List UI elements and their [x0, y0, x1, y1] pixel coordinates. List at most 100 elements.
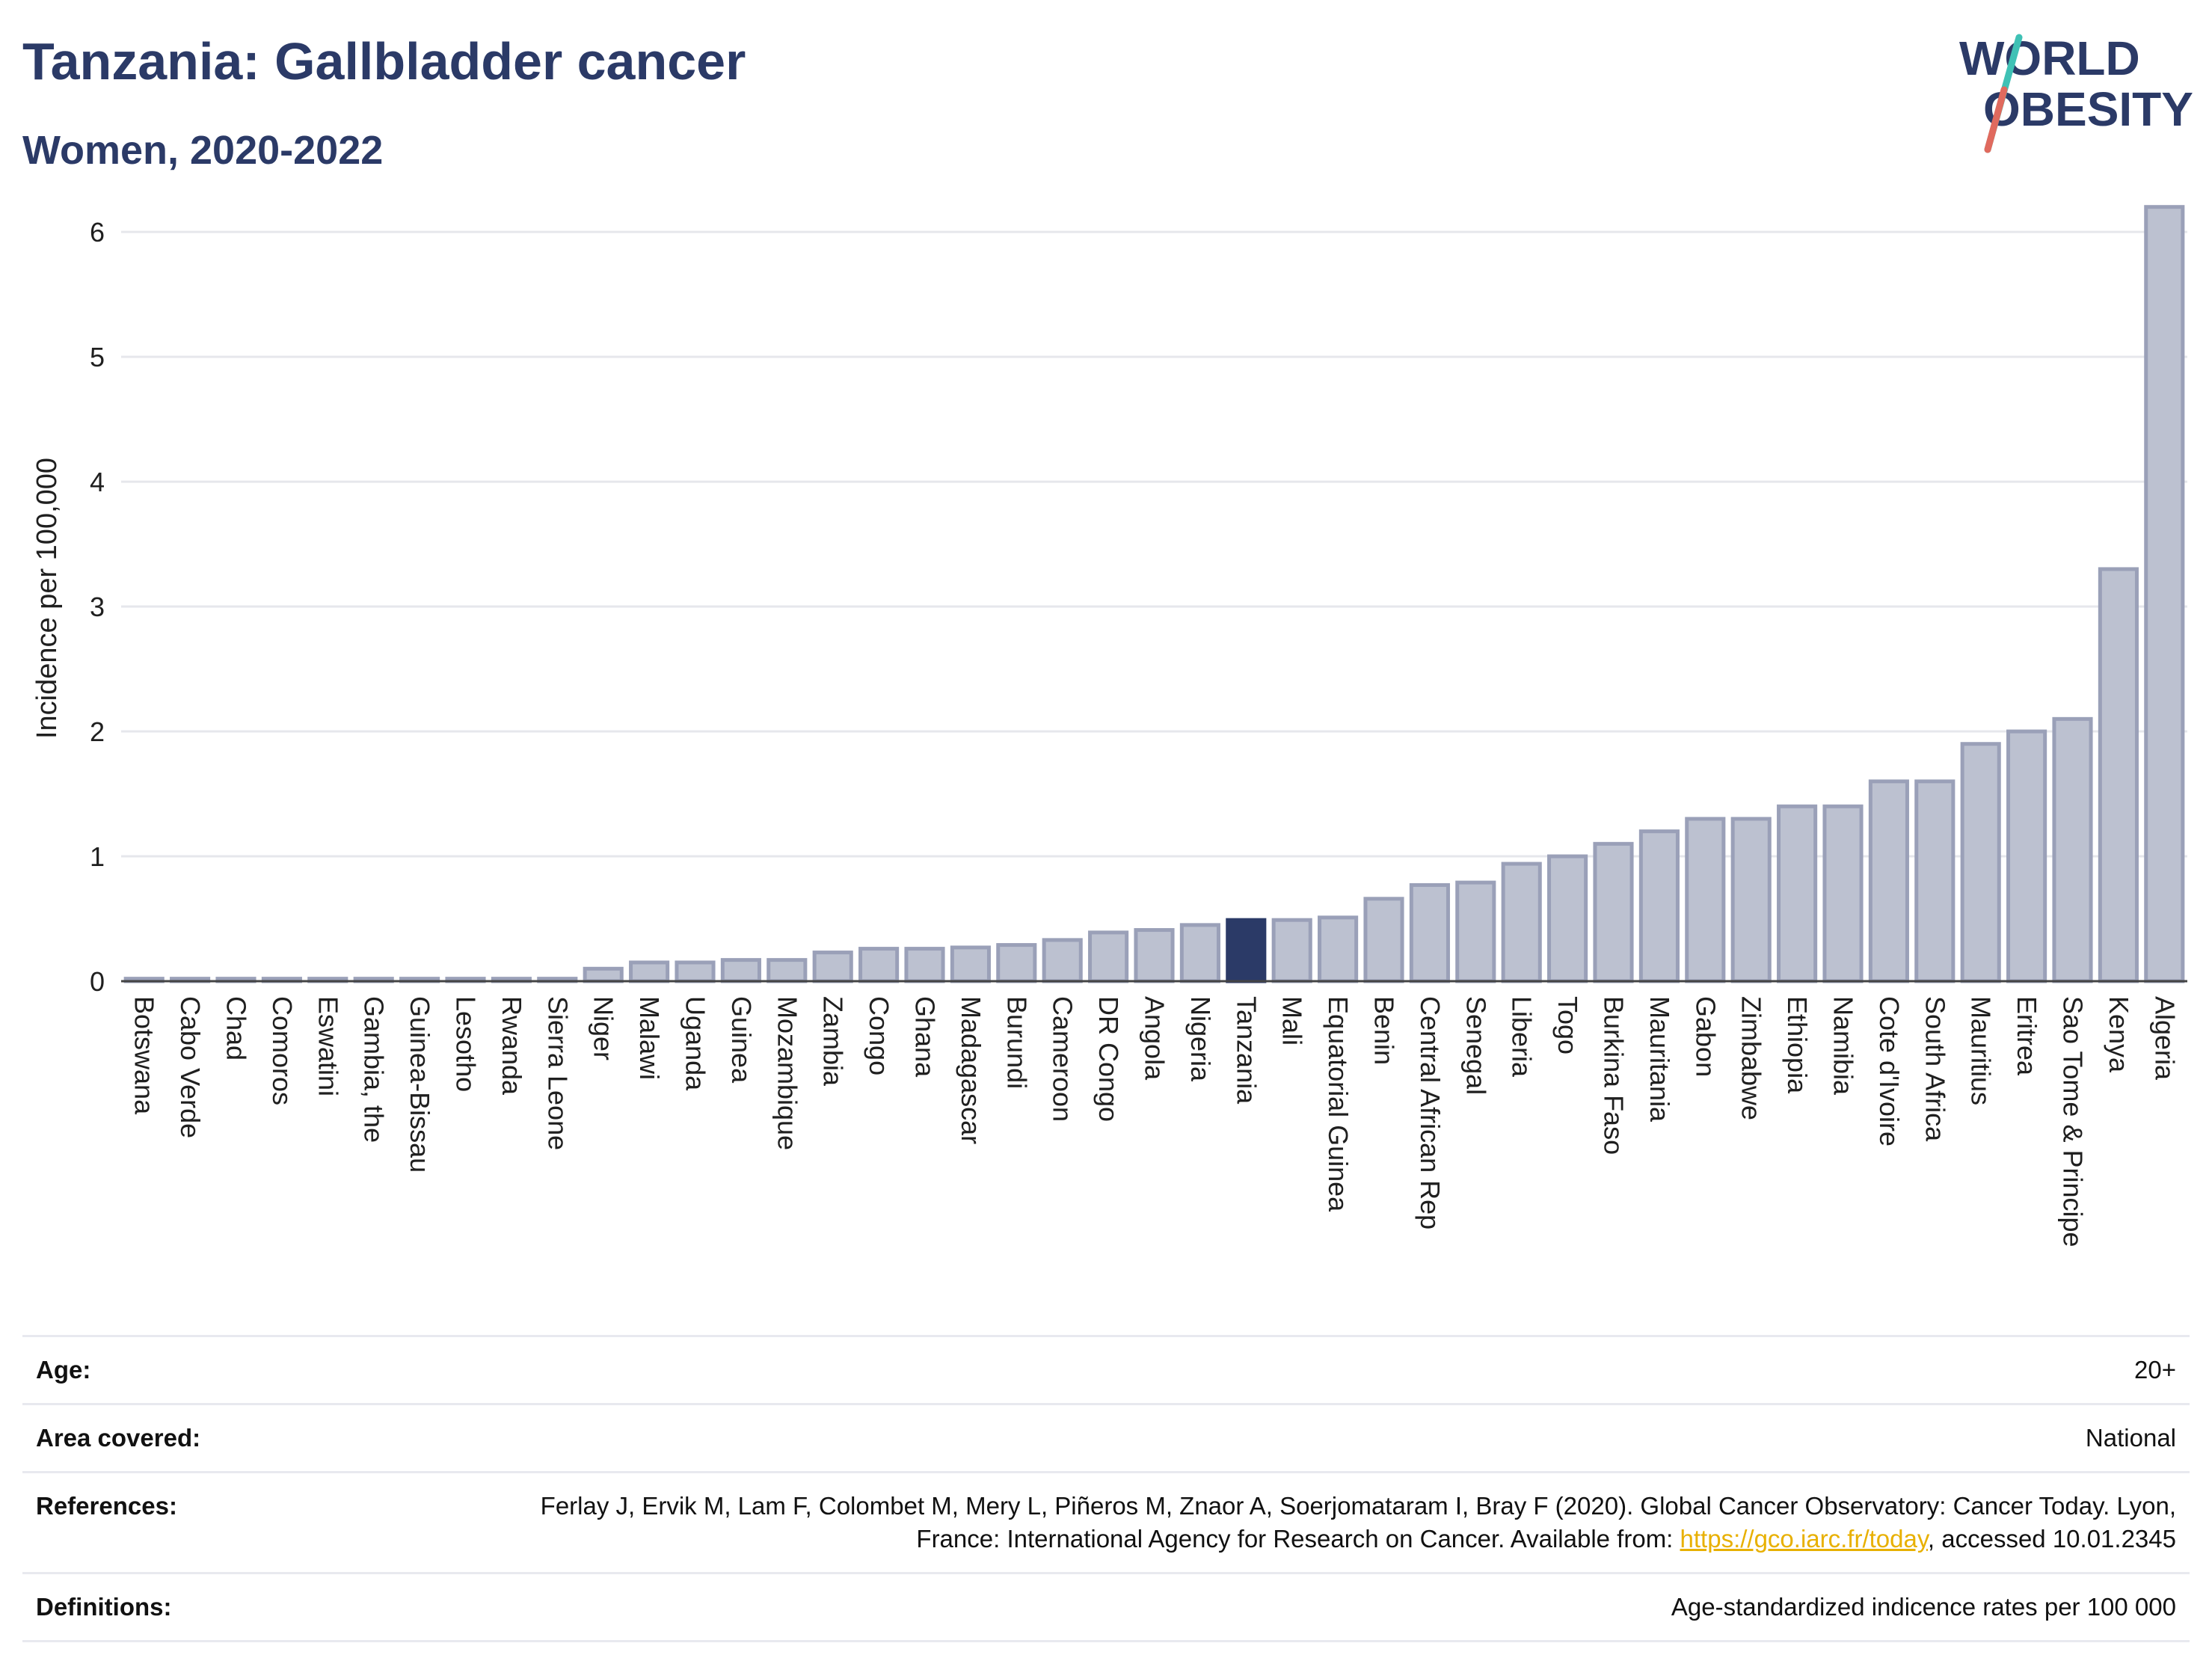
bar	[1042, 938, 1083, 983]
meta-key: Area covered:	[36, 1424, 201, 1452]
bar	[1318, 915, 1359, 983]
reference-link[interactable]: https://gco.iarc.fr/today	[1680, 1525, 1928, 1553]
meta-key: References:	[36, 1492, 177, 1520]
logo-slash-red	[1984, 86, 2008, 153]
logo-line2: OBESITY	[1983, 82, 2193, 136]
meta-key: Age:	[36, 1356, 91, 1384]
x-tick-label: Mauritania	[1644, 996, 1675, 1123]
world-obesity-logo: WORLD OBESITY	[1959, 31, 2193, 153]
bar	[1868, 779, 1909, 983]
x-tick-label: Guinea-Bissau	[405, 996, 435, 1173]
meta-row-age: Age: 20+	[22, 1335, 2190, 1403]
meta-value: Age-standardized indicence rates per 100…	[1671, 1593, 2176, 1621]
x-tick-label: Madagascar	[956, 996, 986, 1144]
x-tick-label: Liberia	[1507, 996, 1537, 1078]
logo-line1: WORLD	[1959, 31, 2140, 85]
x-tick-label: Lesotho	[451, 996, 482, 1092]
meta-value: 20+	[2134, 1356, 2176, 1384]
x-tick-label: Kenya	[2104, 996, 2134, 1073]
bar	[1501, 862, 1542, 983]
grid-lines	[121, 230, 2187, 858]
y-tick-label: 0	[90, 966, 105, 997]
bar	[629, 960, 670, 983]
bar	[2052, 716, 2093, 983]
x-tick-label: Cameroon	[1048, 996, 1078, 1122]
meta-row-references: References: Ferlay J, Ervik M, Lam F, Co…	[22, 1471, 2190, 1572]
bar-chart: 0 1 2 3 4 5 6 Incidence per 100,000 Botswana Ca…	[31, 205, 2187, 1247]
bars	[123, 205, 2185, 983]
meta-row-area: Area covered: National	[22, 1403, 2190, 1471]
x-tick-label: Cabo Verde	[175, 996, 206, 1138]
bar	[1088, 930, 1129, 983]
y-tick-label: 2	[90, 716, 105, 747]
y-tick-label: 3	[90, 592, 105, 622]
x-tick-label: Eswatini	[313, 996, 343, 1096]
reference-accessed: , accessed 10.01.2345	[1927, 1525, 2176, 1553]
bar	[1179, 923, 1220, 983]
x-tick-label: Algeria	[2149, 996, 2180, 1081]
page-subtitle: Women, 2020-2022	[22, 128, 384, 173]
reference-text: Ferlay J, Ervik M, Lam F, Colombet M, Me…	[540, 1492, 2176, 1553]
x-tick-label: Rwanda	[497, 996, 527, 1096]
x-tick-label: Gambia, the	[359, 996, 390, 1143]
y-tick-label: 6	[90, 217, 105, 248]
bar	[1409, 882, 1450, 983]
x-axis-labels: Botswana Cabo Verde Chad Comoros Eswatini Gam…	[129, 996, 2181, 1247]
bar-highlight	[1226, 918, 1267, 983]
x-tick-label: Comoros	[267, 996, 298, 1105]
bar	[1685, 817, 1726, 983]
y-tick-label: 4	[90, 467, 105, 497]
bar	[1638, 829, 1680, 983]
bar	[2006, 729, 2047, 983]
x-tick-label: Zimbabwe	[1736, 996, 1767, 1120]
x-tick-label: Tanzania	[1231, 996, 1262, 1105]
x-tick-label: Eritrea	[2012, 996, 2042, 1076]
x-tick-label: DR Congo	[1093, 996, 1124, 1122]
bar	[1777, 804, 1818, 983]
bar	[996, 943, 1037, 983]
x-tick-label: Niger	[589, 996, 619, 1060]
bar	[1960, 742, 2001, 983]
x-tick-label: Uganda	[681, 996, 711, 1091]
meta-value: Ferlay J, Ervik M, Lam F, Colombet M, Me…	[456, 1490, 2176, 1556]
x-tick-label: Mauritius	[1966, 996, 1997, 1105]
bar	[2144, 205, 2185, 983]
bar	[812, 951, 853, 983]
bar	[1730, 817, 1772, 983]
x-tick-label: South Africa	[1920, 996, 1950, 1142]
bar	[1455, 880, 1496, 983]
bar	[1134, 928, 1175, 983]
meta-row-definitions: Definitions: Age-standardized indicence …	[22, 1572, 2190, 1642]
bar	[2098, 567, 2139, 983]
x-tick-label: Mali	[1277, 996, 1308, 1045]
x-tick-label: Cote d'Ivoire	[1874, 996, 1905, 1146]
x-tick-label: Togo	[1552, 996, 1583, 1054]
x-tick-label: Ethiopia	[1782, 996, 1813, 1094]
x-tick-label: Angola	[1140, 996, 1170, 1081]
x-tick-label: Chad	[221, 996, 252, 1060]
bar	[583, 966, 624, 983]
bar	[858, 947, 900, 983]
x-tick-label: Sao Tome & Principe	[2058, 996, 2089, 1247]
bar	[675, 960, 716, 983]
bar	[720, 958, 761, 983]
x-tick-label: Sierra Leone	[542, 996, 573, 1150]
bar	[1363, 897, 1404, 983]
metadata-table: Age: 20+ Area covered: National Referenc…	[22, 1335, 2190, 1642]
y-axis-ticks: 0 1 2 3 4 5 6	[90, 217, 105, 997]
x-tick-label: Nigeria	[1185, 996, 1216, 1082]
x-tick-label: Zambia	[818, 996, 849, 1087]
meta-key: Definitions:	[36, 1593, 172, 1621]
x-tick-label: Botswana	[129, 996, 160, 1115]
x-tick-label: Mozambique	[772, 996, 802, 1150]
bar	[1547, 854, 1588, 983]
meta-value: National	[2085, 1424, 2176, 1452]
y-axis-label: Incidence per 100,000	[31, 458, 63, 739]
bar	[1822, 804, 1864, 983]
page-title: Tanzania: Gallbladder cancer	[22, 32, 746, 90]
x-tick-label: Burundi	[1001, 996, 1032, 1089]
x-tick-label: Benin	[1369, 996, 1400, 1065]
x-tick-label: Equatorial Guinea	[1323, 996, 1354, 1212]
bar	[1271, 918, 1312, 983]
bar	[766, 958, 808, 983]
